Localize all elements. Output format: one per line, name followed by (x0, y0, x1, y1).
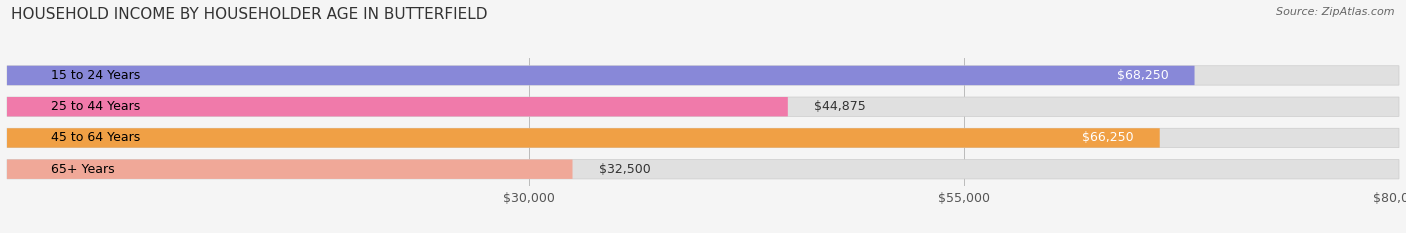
FancyBboxPatch shape (7, 66, 1195, 85)
Text: $32,500: $32,500 (599, 163, 651, 176)
FancyBboxPatch shape (7, 128, 1160, 148)
Text: 15 to 24 Years: 15 to 24 Years (51, 69, 139, 82)
Text: 25 to 44 Years: 25 to 44 Years (51, 100, 139, 113)
Text: $66,250: $66,250 (1083, 131, 1133, 144)
FancyBboxPatch shape (7, 128, 1399, 148)
Text: 45 to 64 Years: 45 to 64 Years (51, 131, 139, 144)
Text: $68,250: $68,250 (1116, 69, 1168, 82)
FancyBboxPatch shape (7, 97, 1399, 116)
FancyBboxPatch shape (7, 97, 787, 116)
FancyBboxPatch shape (7, 66, 1399, 85)
Text: 65+ Years: 65+ Years (51, 163, 114, 176)
FancyBboxPatch shape (7, 160, 572, 179)
Text: Source: ZipAtlas.com: Source: ZipAtlas.com (1277, 7, 1395, 17)
Text: HOUSEHOLD INCOME BY HOUSEHOLDER AGE IN BUTTERFIELD: HOUSEHOLD INCOME BY HOUSEHOLDER AGE IN B… (11, 7, 488, 22)
Text: $44,875: $44,875 (814, 100, 866, 113)
FancyBboxPatch shape (7, 160, 1399, 179)
